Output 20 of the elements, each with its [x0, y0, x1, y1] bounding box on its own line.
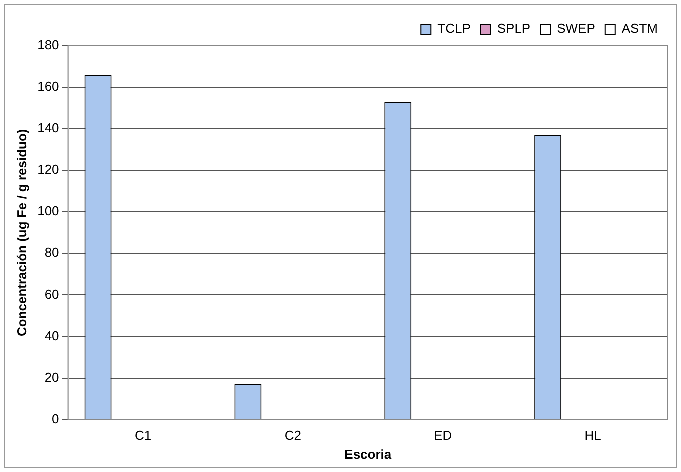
- x-tick-label: C2: [284, 428, 302, 444]
- legend-label: ASTM: [622, 21, 658, 36]
- legend-label: SPLP: [497, 21, 531, 36]
- y-tick-label: 0: [52, 411, 60, 426]
- x-tick-label: HL: [584, 428, 602, 444]
- y-tick-label: 100: [38, 204, 60, 219]
- y-tick-label: 160: [38, 79, 60, 94]
- x-tick-label: C1: [134, 428, 152, 444]
- y-tick-label: 120: [38, 162, 60, 178]
- x-axis-title: Escoria: [344, 446, 392, 462]
- y-axis-title: Concentración (ug Fe / g residuo): [14, 129, 30, 337]
- legend-label: SWEP: [557, 21, 596, 36]
- legend-label: TCLP: [438, 21, 471, 36]
- y-tick-label: 140: [38, 120, 60, 136]
- y-tick-label: 80: [44, 245, 60, 260]
- x-tick-label: ED: [434, 428, 452, 444]
- y-tick-label: 40: [44, 328, 60, 344]
- y-tick-label: 60: [44, 286, 60, 302]
- y-tick-label: 20: [44, 370, 60, 385]
- y-tick-label: 180: [38, 38, 60, 53]
